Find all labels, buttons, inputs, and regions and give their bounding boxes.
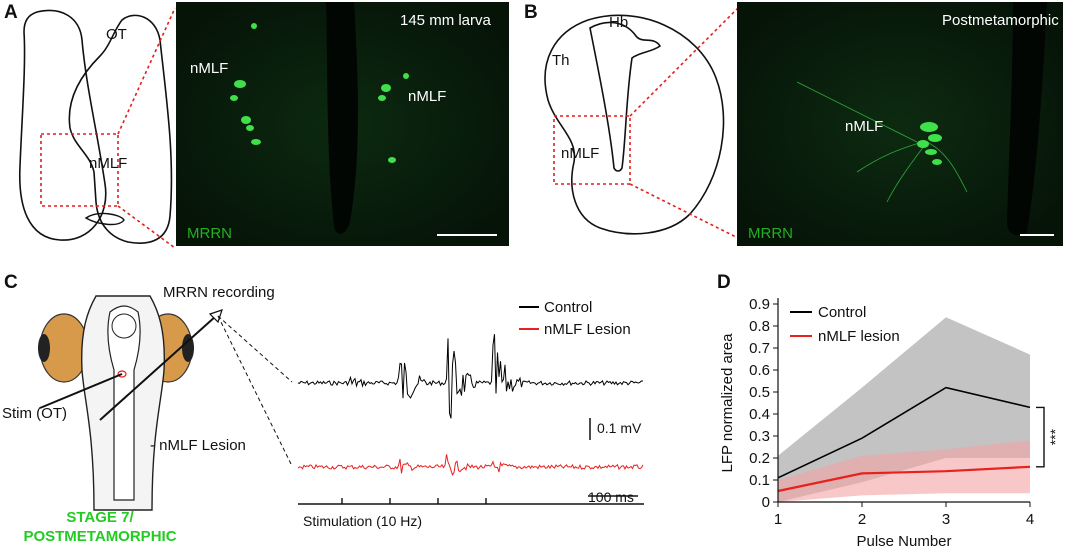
y-axis-label: LFP normalized area bbox=[719, 333, 736, 473]
stage-line1: STAGE 7/ bbox=[66, 509, 134, 526]
micrograph-a-nmlf-right: nMLF bbox=[408, 88, 447, 105]
recording-electrode bbox=[99, 315, 217, 421]
panel-letter-d: D bbox=[717, 272, 731, 293]
stim-label: Stim (OT) bbox=[2, 405, 67, 422]
y-tick-label: 0.6 bbox=[749, 362, 770, 379]
panel-b-schematic bbox=[544, 8, 739, 238]
lesion-trace-path bbox=[297, 454, 644, 476]
lesion-label: - nMLF Lesion bbox=[150, 437, 246, 454]
micrograph-b-nmlf: nMLF bbox=[845, 118, 884, 135]
nmlf-schematic-label-a: nMLF bbox=[89, 155, 128, 172]
voltage-scale-label: 0.1 mV bbox=[597, 420, 642, 436]
stage-line2: POSTMETAMORPHIC bbox=[23, 528, 177, 545]
ventricle-outline bbox=[84, 212, 125, 226]
panel-letter-a: A bbox=[4, 2, 18, 23]
stage-label: STAGE 7/ POSTMETAMORPHIC bbox=[20, 508, 180, 546]
control-trace bbox=[297, 334, 644, 419]
legend-label: nMLF lesion bbox=[818, 328, 900, 345]
y-tick-label: 0.8 bbox=[749, 318, 770, 335]
connector-control bbox=[217, 315, 293, 383]
micrograph-a-title: 145 mm larva bbox=[400, 12, 491, 29]
panel-a-schematic bbox=[18, 7, 176, 249]
legend-c-control: Control bbox=[544, 299, 593, 316]
stim-electrode bbox=[39, 373, 123, 409]
panel-letter-b: B bbox=[524, 2, 538, 23]
micrograph-a-nmlf-left: nMLF bbox=[190, 60, 229, 77]
significance-bracket bbox=[1036, 406, 1045, 468]
micrograph-b-title: Postmetamorphic bbox=[942, 12, 1059, 29]
micrograph-a-scalebar bbox=[437, 234, 497, 236]
line-control bbox=[777, 386, 1031, 479]
brain-dome bbox=[111, 313, 137, 339]
recording-label: MRRN recording bbox=[163, 284, 275, 301]
panel-c-lamprey-schematic bbox=[38, 295, 293, 511]
hb-label: Hb bbox=[609, 14, 629, 31]
right-eye-lens bbox=[182, 334, 194, 362]
panel-letter-c: C bbox=[4, 272, 18, 293]
x-tick-label: 2 bbox=[858, 511, 866, 528]
micrograph-b-stain: MRRN bbox=[748, 225, 793, 242]
x-axis-label: Pulse Number bbox=[856, 533, 951, 548]
zoom-line-bottom-b bbox=[629, 183, 739, 238]
brain-outline-c bbox=[107, 305, 141, 501]
legend-label: Control bbox=[818, 304, 866, 321]
ventricle-outline-b bbox=[589, 21, 662, 172]
y-tick-label: 0.7 bbox=[749, 340, 770, 357]
y-tick-label: 0.1 bbox=[749, 472, 770, 489]
lesion-trace bbox=[297, 454, 644, 476]
x-tick-label: 3 bbox=[942, 511, 950, 528]
x-tick-label: 1 bbox=[774, 511, 782, 528]
micrograph-a-stain: MRRN bbox=[187, 225, 232, 242]
left-eye-lens bbox=[38, 334, 50, 362]
line-lesion bbox=[777, 465, 1031, 493]
micrograph-a bbox=[176, 2, 509, 246]
y-tick-label: 0 bbox=[762, 494, 770, 511]
nmlf-region-box-b bbox=[553, 115, 631, 185]
nmlf-schematic-label-b: nMLF bbox=[561, 145, 600, 162]
micrograph-a-image bbox=[176, 2, 509, 246]
legend-c-lines bbox=[519, 306, 539, 330]
zoom-line-top-b bbox=[629, 8, 739, 117]
panel-c-traces bbox=[297, 334, 644, 505]
panel-d-chart: 0 0.1 0.2 0.3 0.4 0.5 0.6 0.7 0.8 0.9 1 2 3 4 Pulse Nu… bbox=[719, 296, 1062, 548]
significance-label: *** bbox=[1047, 428, 1062, 445]
nmlf-region-box bbox=[40, 133, 119, 207]
micrograph-b bbox=[737, 2, 1063, 246]
control-trace-path bbox=[297, 334, 644, 419]
y-tick-label: 0.4 bbox=[749, 406, 770, 423]
brain-outline-left bbox=[18, 9, 107, 241]
stimulation-label: Stimulation (10 Hz) bbox=[303, 513, 423, 529]
legend-c-lesion: nMLF Lesion bbox=[544, 321, 631, 338]
y-tick-label: 0.5 bbox=[749, 384, 770, 401]
brain-outline-b bbox=[544, 14, 725, 235]
y-tick-label: 0.3 bbox=[749, 428, 770, 445]
zoom-line-top bbox=[117, 7, 176, 135]
ot-label: OT bbox=[106, 26, 127, 43]
y-tick-label: 0.2 bbox=[749, 450, 770, 467]
lesion-marker bbox=[117, 370, 127, 378]
th-label: Th bbox=[552, 52, 570, 69]
micrograph-b-scalebar bbox=[1020, 234, 1054, 236]
x-tick-label: 4 bbox=[1026, 511, 1034, 528]
y-tick-label: 0.9 bbox=[749, 296, 770, 313]
micrograph-b-image bbox=[737, 2, 1063, 246]
time-scale-label: 100 ms bbox=[588, 489, 634, 505]
brain-outline-right bbox=[68, 14, 173, 244]
